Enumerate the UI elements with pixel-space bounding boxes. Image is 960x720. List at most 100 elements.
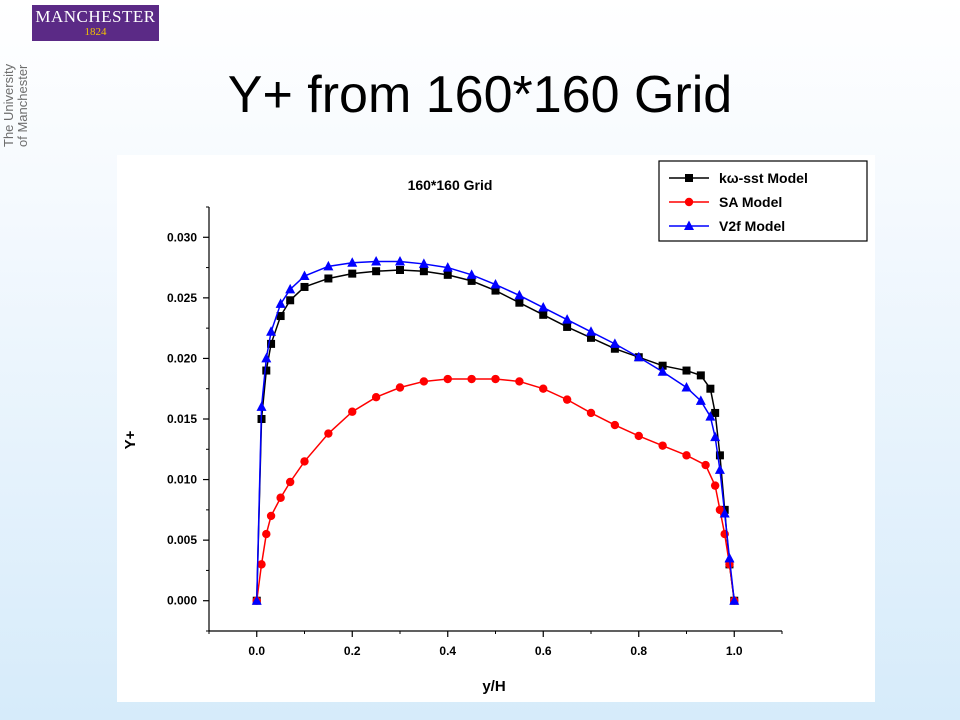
data-point [634, 431, 643, 441]
data-point [515, 298, 524, 307]
data-point [587, 333, 595, 342]
data-point [395, 383, 405, 392]
data-point [300, 282, 309, 291]
university-name: The University of Manchester [1, 37, 34, 147]
x-axis-title: y/H [482, 678, 505, 695]
data-point [266, 326, 277, 336]
logo-wordmark: MANCHESTER [35, 7, 156, 26]
data-point [610, 344, 619, 353]
data-point [262, 529, 271, 539]
data-point [256, 401, 267, 411]
chart-panel: 160*160 Grid y/H Y+ 0.0 0.2 0.4 0.6 0.8 1.0 0.… [117, 155, 875, 702]
data-point [286, 296, 295, 305]
x-tick-label: 0.0 [248, 644, 265, 658]
legend-marker [684, 220, 694, 230]
y-axis-title: Y+ [122, 430, 139, 449]
data-point [442, 262, 453, 272]
legend-label: V2f Model [719, 218, 785, 234]
data-point [609, 338, 620, 348]
data-point [285, 283, 296, 294]
data-point [323, 260, 334, 271]
data-point [658, 441, 667, 450]
data-point [467, 276, 476, 285]
data-point [515, 377, 524, 386]
data-point [706, 384, 715, 393]
data-point [586, 326, 596, 336]
university-line-2: of Manchester [15, 64, 30, 147]
data-point [490, 279, 501, 289]
data-point [347, 257, 358, 267]
data-point [300, 457, 309, 466]
data-point [562, 395, 572, 404]
data-point [371, 392, 381, 402]
data-point [348, 269, 357, 278]
university-line-1: The University [1, 63, 16, 147]
x-tick-label: 0.6 [535, 644, 552, 658]
data-point [419, 267, 428, 276]
data-point [715, 451, 724, 460]
x-tick-label: 0.4 [439, 644, 456, 658]
data-point [443, 270, 452, 279]
data-point [514, 289, 525, 300]
logo-year: 1824 [84, 26, 107, 38]
data-point [267, 339, 276, 348]
y-tick-label: 0.025 [167, 291, 197, 305]
axes: 0.0 0.2 0.4 0.6 0.8 1.0 0.000 0.005 0.010 0.015 0.… [167, 206, 783, 658]
data-point [491, 286, 500, 295]
data-point [719, 507, 730, 518]
legend-label: kω-sst Model [719, 170, 808, 186]
data-point [395, 256, 405, 266]
data-point [299, 270, 310, 281]
x-tick-label: 0.8 [630, 644, 647, 658]
data-point [418, 258, 429, 268]
y-tick-label: 0.005 [167, 533, 197, 547]
manchester-logo: MANCHESTER 1824 [32, 5, 159, 41]
data-point [348, 407, 357, 416]
data-point [710, 481, 720, 490]
legend: kω-sst Model SA Model V2f Model [658, 160, 868, 242]
data-point [372, 267, 381, 276]
data-point [657, 366, 668, 376]
data-point [682, 451, 691, 460]
legend-label: SA Model [719, 194, 782, 210]
legend-marker [684, 197, 694, 207]
data-point [275, 298, 286, 308]
data-point [491, 374, 500, 384]
data-point [705, 411, 716, 421]
series-line [256, 378, 735, 601]
x-tick-label: 0.2 [344, 644, 361, 658]
x-tick-label: 1.0 [726, 644, 743, 658]
data-point [539, 310, 548, 319]
data-point [610, 420, 620, 430]
data-point [729, 595, 740, 605]
data-point [711, 408, 720, 417]
data-point [695, 395, 706, 405]
data-point [633, 351, 644, 362]
data-point [467, 374, 476, 384]
data-point [262, 366, 271, 375]
data-point [701, 460, 710, 470]
series-layer [251, 256, 740, 605]
slide-title: Y+ from 160*160 Grid [227, 66, 733, 124]
data-point [658, 361, 667, 370]
data-point [276, 312, 285, 321]
data-point [563, 322, 572, 331]
y-tick-label: 0.020 [167, 351, 197, 365]
data-point [261, 352, 272, 363]
data-point [539, 384, 548, 393]
data-point [276, 493, 285, 502]
data-point [710, 431, 721, 442]
data-point [443, 374, 452, 384]
data-point [396, 265, 404, 274]
data-point [251, 595, 262, 605]
y-tick-label: 0.030 [167, 230, 197, 244]
chart-title: 160*160 Grid [408, 177, 493, 193]
data-point [324, 429, 333, 438]
legend-marker [685, 174, 693, 182]
legend-box [658, 160, 868, 242]
series-triangle [251, 256, 740, 605]
data-point [586, 408, 596, 418]
data-point [371, 256, 382, 266]
series-circle [252, 374, 739, 605]
data-point [257, 560, 266, 569]
